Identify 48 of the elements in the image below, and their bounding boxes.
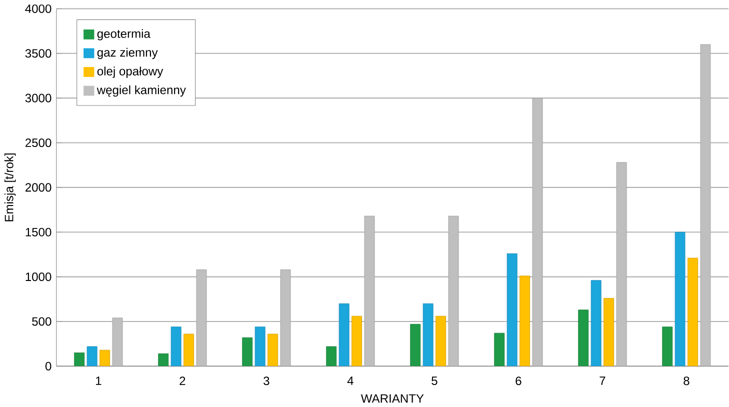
bar [268, 334, 278, 366]
bar [422, 303, 434, 366]
y-tick-label: 1500 [26, 228, 52, 236]
legend-label: olej opałowy [97, 66, 164, 78]
bar [170, 326, 182, 366]
x-axis-title: WARIANTY [360, 394, 424, 403]
y-tick-label: 2500 [25, 138, 52, 147]
x-tick-label: 5 [432, 376, 438, 385]
y-tick-label: 3500 [25, 49, 52, 58]
bar [578, 310, 589, 366]
x-tick-label: 4 [347, 376, 354, 385]
bar [338, 303, 350, 366]
bar [352, 316, 362, 366]
bar [436, 316, 446, 366]
bar [520, 276, 530, 366]
bar [688, 258, 698, 366]
legend-label: węgiel kamienny [96, 85, 186, 97]
legend-label: gaz ziemny [97, 48, 158, 60]
x-tick-label: 6 [516, 376, 522, 386]
bar [674, 232, 686, 366]
bar [254, 326, 266, 366]
legend-label: geotermia [97, 29, 150, 40]
bar [616, 162, 627, 366]
y-tick-label: 1000 [26, 272, 52, 282]
bar [184, 334, 194, 366]
bar [604, 298, 614, 366]
bar [242, 337, 253, 366]
x-tick-label: 7 [600, 376, 606, 385]
bar [590, 280, 602, 366]
bar [506, 253, 518, 366]
y-tick-label: 4000 [25, 4, 52, 13]
y-tick-label: 3000 [25, 94, 52, 102]
bar [100, 350, 110, 366]
x-tick-label: 1 [96, 376, 102, 385]
bar [86, 346, 98, 366]
x-tick-label: 2 [180, 376, 186, 385]
y-tick-label: 0 [45, 362, 52, 370]
y-axis-title: Emisja [t/rok] [4, 153, 16, 222]
bar [326, 346, 337, 366]
x-tick-label: 3 [264, 376, 270, 386]
bar [74, 352, 85, 366]
bar [410, 324, 421, 366]
bar [158, 353, 169, 366]
y-tick-label: 500 [32, 317, 52, 326]
y-tick-label: 2000 [25, 183, 52, 192]
x-tick-label: 8 [684, 376, 690, 386]
bar [662, 326, 673, 366]
bar [494, 332, 505, 366]
